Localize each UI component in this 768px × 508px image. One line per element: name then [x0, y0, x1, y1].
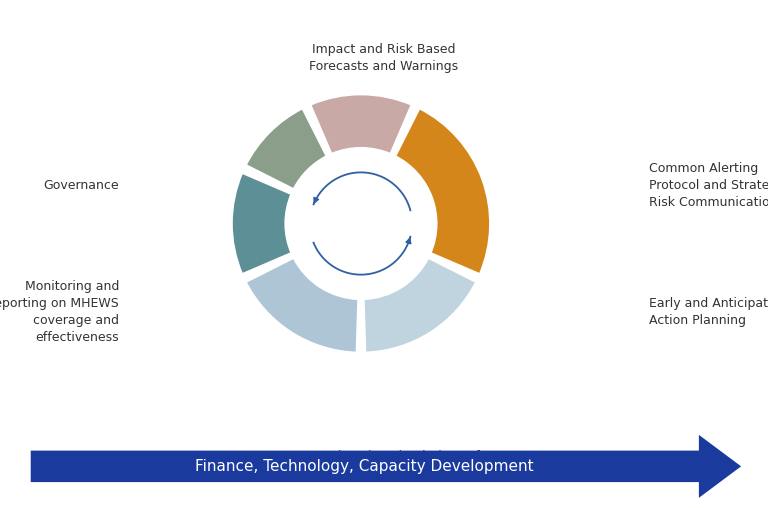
Wedge shape — [363, 258, 477, 353]
Text: Governance: Governance — [44, 179, 119, 192]
Text: Common Alerting
Protocol and Strategic
Risk Communication: Common Alerting Protocol and Strategic R… — [649, 162, 768, 209]
Text: Comprehensive Simulations of
MHEWS Value Cycle: Comprehensive Simulations of MHEWS Value… — [289, 450, 479, 480]
Wedge shape — [310, 94, 412, 154]
Text: Monitoring and
Reporting on MHEWS
coverage and
effectiveness: Monitoring and Reporting on MHEWS covera… — [0, 280, 119, 344]
Text: Impact and Risk Based
Forecasts and Warnings: Impact and Risk Based Forecasts and Warn… — [310, 43, 458, 73]
Wedge shape — [245, 258, 359, 353]
Wedge shape — [245, 108, 327, 189]
Text: Finance, Technology, Capacity Development: Finance, Technology, Capacity Developmen… — [196, 459, 534, 474]
Circle shape — [286, 148, 436, 299]
Polygon shape — [31, 435, 741, 498]
Text: Early and Anticipatory
Action Planning: Early and Anticipatory Action Planning — [649, 297, 768, 328]
Wedge shape — [395, 108, 491, 275]
Wedge shape — [231, 172, 292, 275]
